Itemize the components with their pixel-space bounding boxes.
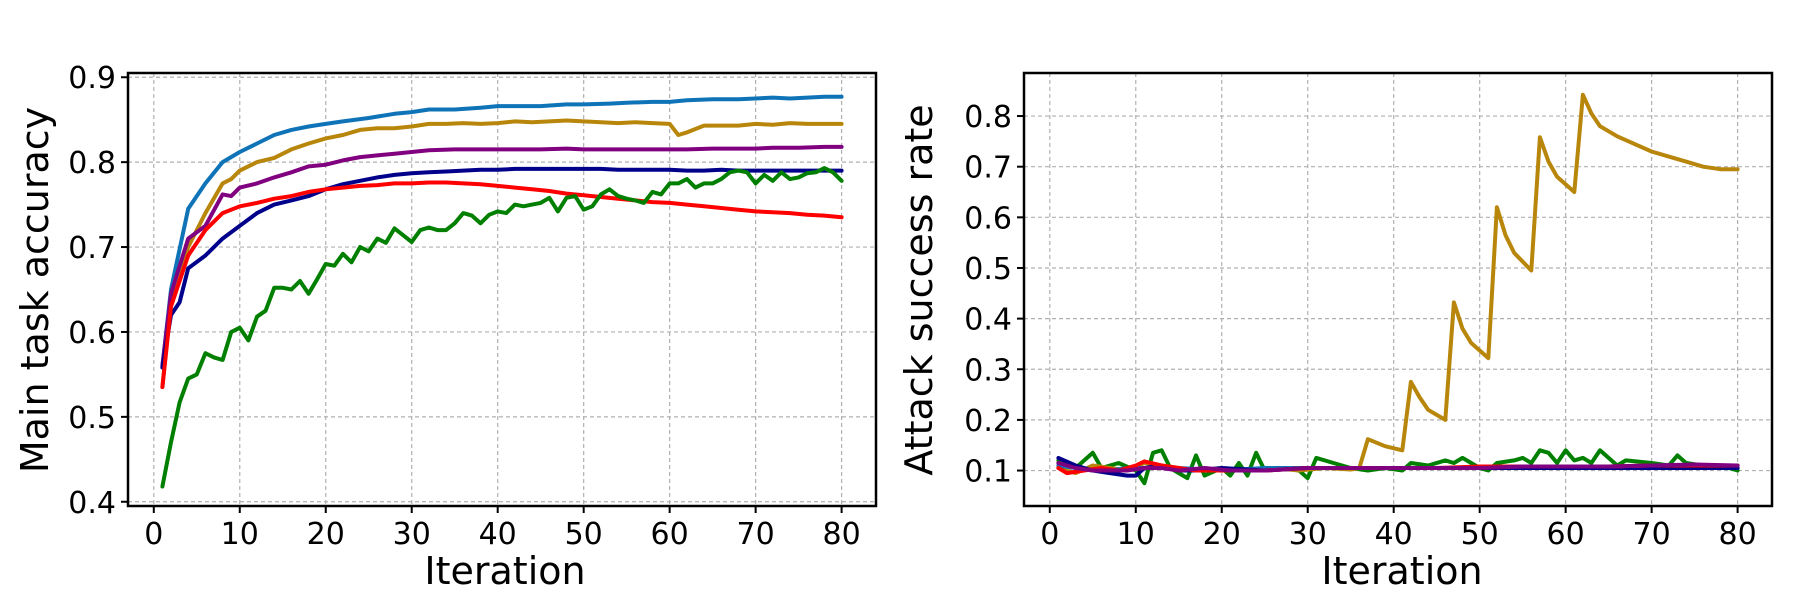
accuracy-ytick-label: 0.9 [68,61,116,96]
accuracy-xtick-label: 40 [479,517,517,552]
accuracy-chart-xlabel: Iteration [424,549,585,593]
accuracy-series-line-2 [160,118,844,390]
attack-xtick-label: 10 [1117,517,1155,552]
attack-series-group [1056,92,1740,486]
accuracy-series-line-3 [160,144,844,368]
attack-plot-frame [1022,71,1774,508]
attack-xtick-label: 50 [1461,517,1499,552]
attack-xtick-label: 40 [1375,517,1413,552]
attack-grid [1024,73,1772,506]
accuracy-series-line-6 [160,166,844,489]
accuracy-xtick-label: 80 [823,517,861,552]
accuracy-xtick-label: 60 [651,517,689,552]
accuracy-xtick-label: 0 [144,517,163,552]
accuracy-series-line-5 [160,180,844,390]
accuracy-chart: Iteration Main task accuracy 0 10 20 30 40 50… [13,61,878,593]
attack-series-line-6 [1056,461,1740,473]
attack-xtick-label: 70 [1633,517,1671,552]
attack-series-line-2 [1056,92,1740,476]
attack-ytick-label: 0.8 [964,100,1012,135]
attack-xtick-label: 0 [1040,517,1059,552]
accuracy-ytick-label: 0.7 [68,231,116,266]
attack-xtick-label: 60 [1547,517,1585,552]
accuracy-grid [128,73,876,506]
accuracy-xtick-label: 10 [221,517,259,552]
attack-ytick-label: 0.3 [964,353,1012,388]
accuracy-xtick-label: 70 [737,517,775,552]
accuracy-ytick-label: 0.6 [68,316,116,351]
accuracy-xtick-label: 30 [393,517,431,552]
accuracy-xtick-label: 50 [565,517,603,552]
attack-chart: Iteration Attack success rate 0 10 20 30 40 5… [897,71,1774,593]
attack-xtick-label: 30 [1289,517,1327,552]
attack-ytick-label: 0.4 [964,303,1012,338]
attack-ytick-label: 0.2 [964,404,1012,439]
accuracy-plot-frame [126,71,878,508]
accuracy-series-line-4 [160,166,844,370]
accuracy-xtick-label: 20 [307,517,345,552]
accuracy-chart-ylabel: Main task accuracy [13,107,57,473]
attack-chart-ylabel: Attack success rate [897,104,941,475]
attack-xtick-label: 80 [1719,517,1757,552]
attack-chart-xlabel: Iteration [1321,549,1482,593]
accuracy-series-line-1 [160,94,844,368]
attack-ytick-label: 0.7 [964,151,1012,186]
accuracy-ytick-label: 0.8 [68,146,116,181]
attack-ytick-label: 0.1 [964,455,1012,490]
accuracy-ytick-label: 0.4 [68,486,116,521]
accuracy-series-group [160,94,844,489]
attack-ytick-label: 0.6 [964,201,1012,236]
attack-ytick-label: 0.5 [964,252,1012,287]
accuracy-ytick-label: 0.5 [68,401,116,436]
attack-xtick-label: 20 [1203,517,1241,552]
